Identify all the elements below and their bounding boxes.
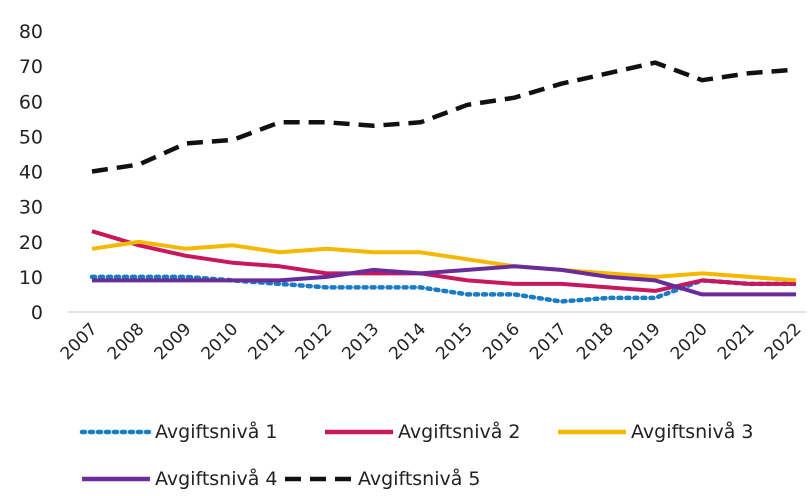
legend-label-5: Avgiftsnivå 5 — [358, 467, 481, 490]
series-line-4 — [92, 264, 796, 297]
y-tick-label: 60 — [19, 91, 43, 113]
x-tick-label: 2013 — [338, 319, 383, 364]
y-tick-label: 80 — [19, 21, 43, 43]
x-tick-label: 2020 — [667, 319, 712, 364]
x-tick-label: 2022 — [761, 319, 806, 364]
x-tick-label: 2021 — [714, 319, 759, 364]
legend: Avgiftsnivå 1 Avgiftsnivå 2 Avgiftsnivå 3 A… — [79, 420, 754, 490]
y-tick-label: 0 — [31, 302, 43, 324]
x-tick-label: 2019 — [620, 319, 665, 364]
legend-label-1: Avgiftsnivå 1 — [155, 420, 278, 443]
x-tick-label: 2017 — [526, 319, 571, 364]
y-tick-label: 10 — [19, 267, 43, 289]
x-tick-label: 2016 — [479, 319, 524, 364]
x-tick-label: 2010 — [198, 319, 243, 364]
x-tick-label: 2009 — [151, 319, 196, 364]
x-tick-label: 2008 — [104, 319, 149, 364]
x-tick-label: 2011 — [245, 319, 290, 364]
legend-label-4: Avgiftsnivå 4 — [155, 467, 278, 490]
y-axis-ticks: 0 10 20 30 40 50 60 70 80 — [19, 21, 43, 324]
x-tick-label: 2012 — [291, 319, 336, 364]
y-tick-label: 30 — [19, 197, 43, 219]
legend-label-2: Avgiftsnivå 2 — [398, 420, 521, 443]
x-tick-label: 2018 — [573, 319, 618, 364]
y-tick-label: 50 — [19, 126, 43, 148]
y-tick-label: 70 — [19, 56, 43, 78]
x-tick-label: 2015 — [432, 319, 477, 364]
x-tick-label: 2014 — [385, 319, 430, 364]
y-tick-label: 20 — [19, 232, 43, 254]
legend-label-3: Avgiftsnivå 3 — [631, 420, 754, 443]
series-line-5 — [91, 60, 797, 174]
series-line-3 — [91, 239, 797, 283]
series-lines — [89, 60, 799, 304]
y-tick-label: 40 — [19, 162, 43, 184]
x-axis-ticks: 2007 2008 2009 2010 2011 2012 2013 2014 2015 2016… — [57, 319, 806, 364]
x-tick-label: 2007 — [57, 319, 102, 364]
